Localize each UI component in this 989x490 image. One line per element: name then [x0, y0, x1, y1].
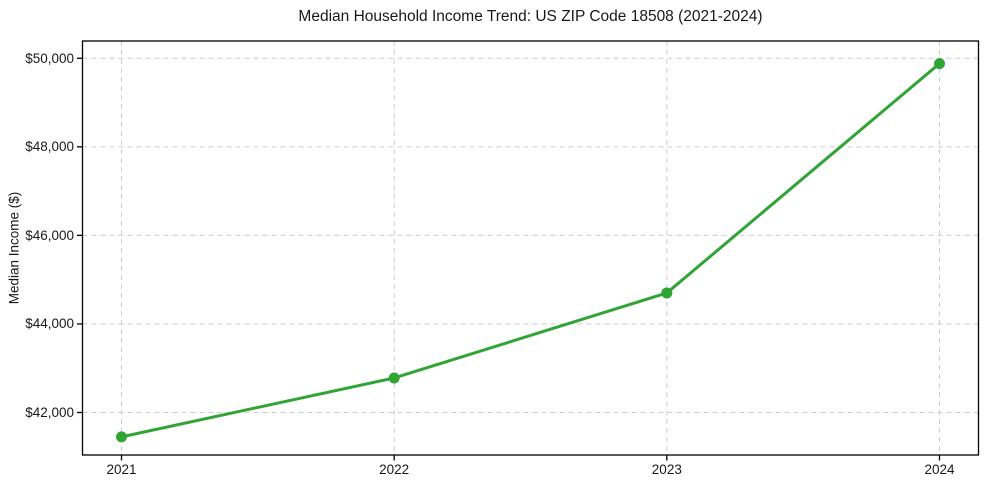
y-tick-label: $42,000	[25, 404, 74, 420]
y-tick-label: $44,000	[25, 316, 74, 332]
x-tick-label: 2023	[651, 462, 682, 477]
y-tick-label: $46,000	[25, 227, 74, 243]
x-tick-label: 2024	[924, 462, 955, 477]
y-tick-label: $50,000	[25, 50, 74, 66]
x-tick-label: 2022	[379, 462, 410, 477]
y-axis-label: Median Income ($)	[6, 191, 22, 305]
x-tick-label: 2021	[106, 462, 137, 477]
chart-title: Median Household Income Trend: US ZIP Co…	[298, 8, 763, 25]
y-tick-label: $48,000	[25, 139, 74, 155]
